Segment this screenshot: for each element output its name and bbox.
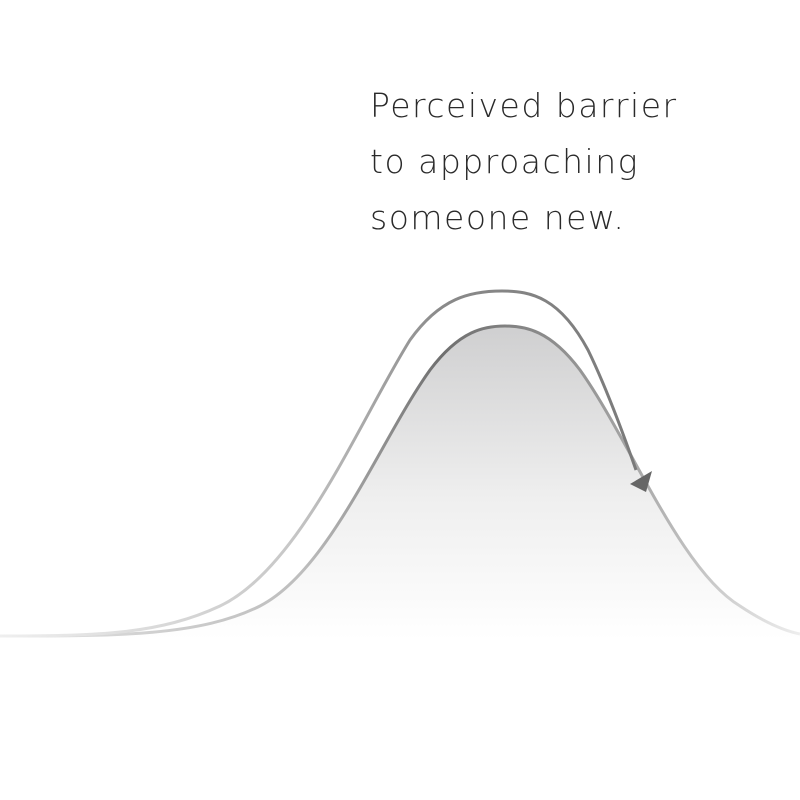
- arrowhead-icon: [630, 471, 652, 492]
- caption-line-1: Perceived barrier: [370, 86, 678, 125]
- journey-arrow-path: [0, 289, 638, 638]
- barrier-hill-fill: [0, 326, 800, 640]
- barrier-caption: Perceived barrier to approaching someone…: [370, 78, 790, 246]
- barrier-hill-curve: [0, 324, 800, 638]
- caption-line-2: to approaching: [370, 142, 639, 181]
- caption-line-3: someone new.: [370, 198, 626, 237]
